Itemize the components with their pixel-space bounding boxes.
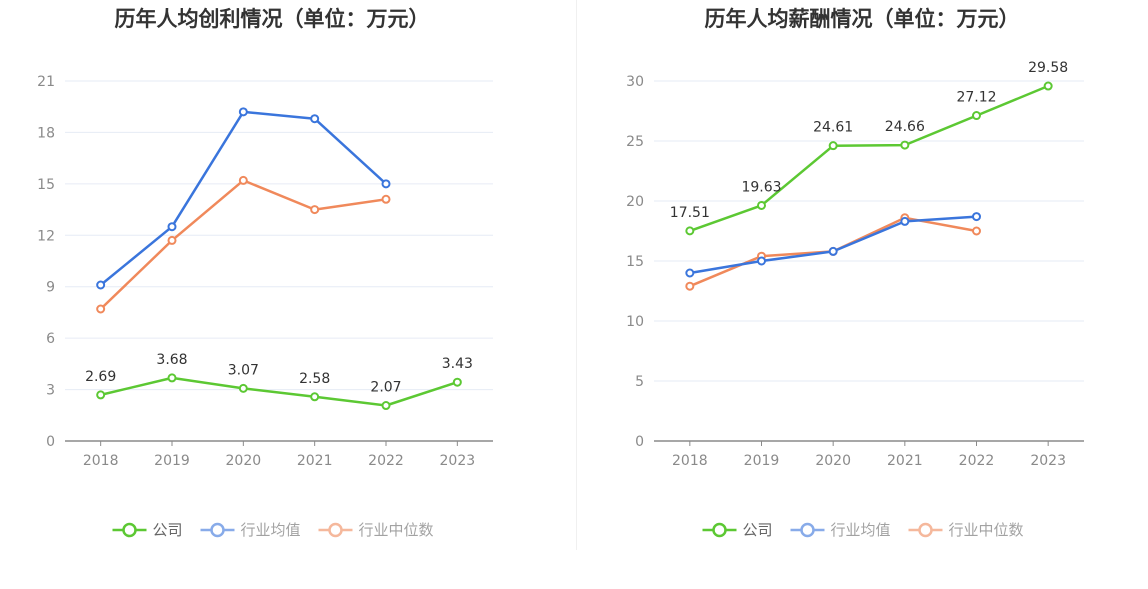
data-point [238,175,248,185]
y-tick-label: 3 [46,383,55,399]
data-point [972,226,981,236]
legend-label: 行业均值 [241,521,301,539]
x-tick-label: 2021 [887,453,923,469]
series-line-2 [99,179,387,310]
y-tick-label: 9 [46,280,55,296]
data-point [381,179,391,189]
data-point [972,212,981,222]
data-label: 3.07 [228,362,259,378]
panel-divider [576,0,577,550]
x-tick-label: 2018 [672,453,708,469]
x-tick-label: 2022 [959,453,995,469]
data-point [310,392,320,402]
data-point [828,141,838,151]
series-line-0 [689,84,1049,233]
y-tick-label: 15 [37,177,55,193]
data-point [685,268,695,278]
legend-marker [712,522,727,538]
data-label: 27.12 [956,90,996,106]
chart-title: 历年人均创利情况（单位：万元） [115,7,430,31]
x-tick-label: 2020 [226,453,262,469]
legend-label: 行业中位数 [949,521,1024,539]
x-tick-label: 2018 [83,453,119,469]
data-label: 2.07 [370,380,401,396]
data-point [167,235,177,245]
y-tick-label: 30 [626,74,644,90]
legend-item-1: 行业均值 [200,521,301,539]
data-point [757,200,766,210]
legend-item-2: 行业中位数 [318,521,434,539]
y-tick-label: 5 [635,374,644,390]
x-tick-label: 2022 [368,453,404,469]
data-point [381,194,391,204]
chart-title: 历年人均薪酬情况（单位：万元） [705,7,1020,31]
data-point [238,383,248,393]
data-label: 19.63 [741,179,781,195]
series-line-0 [100,376,458,407]
legend-label: 行业中位数 [359,521,434,539]
data-point [900,140,910,150]
data-point [972,111,981,121]
data-label: 17.51 [670,205,710,221]
y-tick-label: 0 [635,434,644,450]
series-line-1 [689,215,977,275]
data-label: 2.69 [85,369,116,385]
y-tick-label: 12 [37,228,55,244]
data-point [310,205,320,215]
chart-salary-per-capita: 历年人均薪酬情况（单位：万元） 0 5 10 15 20 25 30 2018 2019 2020 2… [576,0,1148,589]
y-tick-label: 15 [626,254,644,270]
chart-svg-salary: 历年人均薪酬情况（单位：万元） 0 5 10 15 20 25 30 2018 2019 2020 2… [626,7,1084,539]
y-tick-label: 0 [46,434,55,450]
data-label: 3.43 [442,356,473,372]
data-label: 3.68 [156,352,187,368]
x-tick-label: 2019 [154,453,190,469]
legend-item-0: 公司 [112,521,183,539]
data-label: 2.58 [299,371,330,387]
data-label: 24.66 [885,119,925,135]
legend-marker [210,522,225,538]
y-tick-label: 10 [626,314,644,330]
data-point [685,281,695,291]
data-point [96,304,106,314]
y-tick-label: 18 [37,125,55,141]
data-point [828,246,838,256]
x-tick-label: 2023 [1030,453,1066,469]
x-tick-label: 2020 [815,453,851,469]
y-tick-label: 25 [626,134,644,150]
y-tick-label: 20 [626,194,644,210]
data-point [96,280,106,290]
data-point [167,373,177,383]
y-tick-label: 6 [46,331,55,347]
legend-marker [800,522,815,538]
legend-item-1: 行业均值 [790,521,891,539]
data-point [685,226,695,236]
legend-item-0: 公司 [702,521,773,539]
legend-marker [122,522,137,538]
x-tick-label: 2021 [297,453,333,469]
data-point [757,256,766,266]
data-point [452,377,462,387]
legend-item-2: 行业中位数 [908,521,1024,539]
data-point [1043,81,1053,91]
legend-marker [328,522,343,538]
legend-label: 公司 [743,521,773,539]
data-point [238,107,248,117]
chart-profit-per-capita: 历年人均创利情况（单位：万元） 0 3 6 9 12 15 18 21 2018 2019 2020 2… [37,7,493,539]
data-point [310,114,320,124]
x-tick-label: 2019 [744,453,780,469]
data-point [900,216,910,226]
chart-svg-profit: 历年人均创利情况（单位：万元） 0 3 6 9 12 15 18 21 2018 2019 2020 2… [37,7,493,539]
data-point [167,222,177,232]
y-tick-label: 21 [37,74,55,90]
x-tick-label: 2023 [440,453,476,469]
series-line-1 [99,110,387,286]
data-point [96,390,106,400]
data-point [381,401,391,411]
data-label: 24.61 [813,120,853,136]
legend-marker [918,522,933,538]
legend-label: 行业均值 [831,521,891,539]
data-label: 29.58 [1028,60,1068,76]
legend-label: 公司 [153,521,183,539]
